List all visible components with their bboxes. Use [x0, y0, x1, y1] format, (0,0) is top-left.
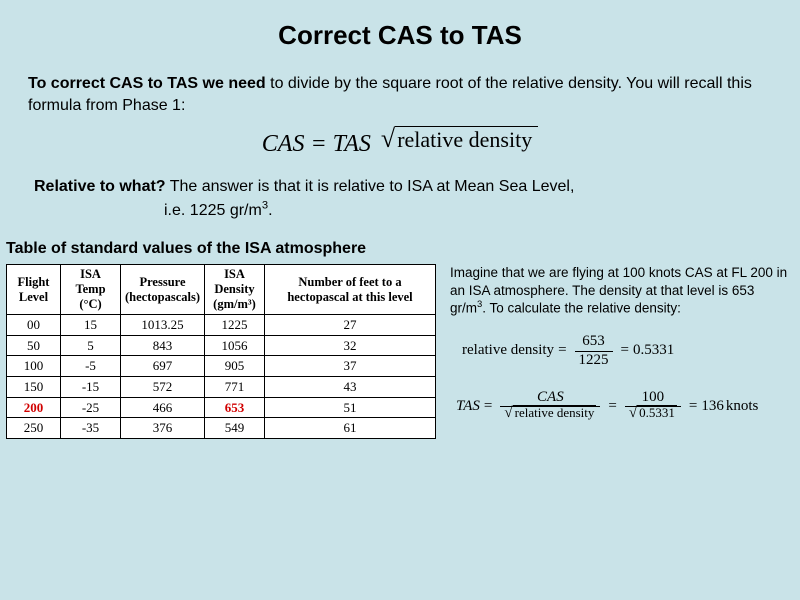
table-header: Number of feet to a hectopascal at this … — [264, 265, 435, 315]
table-row: 200-2546665351 — [7, 397, 436, 418]
table-cell: -25 — [61, 397, 121, 418]
eq-relative-density: relative density= 6531225 =0.5331 — [462, 333, 794, 369]
table-cell: 5 — [61, 335, 121, 356]
table-row: 505843105632 — [7, 335, 436, 356]
rel-line2: i.e. 1225 gr/m3. — [34, 202, 273, 219]
example-column: Imagine that we are flying at 100 knots … — [450, 264, 794, 428]
table-header: Flight Level — [7, 265, 61, 315]
formula-eq: = — [304, 131, 332, 157]
table-cell: 843 — [121, 335, 205, 356]
table-cell: 32 — [264, 335, 435, 356]
isa-table: Flight LevelISA Temp (°C)Pressure (hecto… — [6, 264, 436, 439]
table-cell: 15 — [61, 315, 121, 336]
table-cell: 100 — [7, 356, 61, 377]
main-formula: CAS = TAS √relative density — [0, 124, 800, 172]
table-row: 00151013.25122527 — [7, 315, 436, 336]
table-cell: 549 — [204, 418, 264, 439]
table-cell: 1056 — [204, 335, 264, 356]
table-cell: 150 — [7, 377, 61, 398]
table-cell: 466 — [121, 397, 205, 418]
table-cell: 50 — [7, 335, 61, 356]
table-cell: 697 — [121, 356, 205, 377]
sqrt-icon: √relative density — [381, 130, 538, 157]
table-cell: 200 — [7, 397, 61, 418]
table-caption: Table of standard values of the ISA atmo… — [0, 226, 800, 264]
table-row: 100-569790537 — [7, 356, 436, 377]
table-cell: 37 — [264, 356, 435, 377]
table-row: 250-3537654961 — [7, 418, 436, 439]
table-cell: 1225 — [204, 315, 264, 336]
table-header: ISA Density (gm/m³) — [204, 265, 264, 315]
table-cell: 51 — [264, 397, 435, 418]
table-cell: -15 — [61, 377, 121, 398]
example-text: Imagine that we are flying at 100 knots … — [450, 264, 794, 317]
relative-what: Relative to what? The answer is that it … — [0, 172, 800, 226]
table-cell: 43 — [264, 377, 435, 398]
intro-bold: To correct CAS to TAS we need — [28, 75, 266, 92]
table-cell: 00 — [7, 315, 61, 336]
eq-tas: TAS= CAS √relative density = 100 √0.5331… — [456, 389, 794, 425]
table-cell: 653 — [204, 397, 264, 418]
table-cell: 572 — [121, 377, 205, 398]
table-cell: 905 — [204, 356, 264, 377]
formula-lhs: CAS — [262, 131, 305, 157]
table-cell: 771 — [204, 377, 264, 398]
table-cell: 1013.25 — [121, 315, 205, 336]
table-header: ISA Temp (°C) — [61, 265, 121, 315]
table-row: 150-1557277143 — [7, 377, 436, 398]
rel-line1: The answer is that it is relative to ISA… — [166, 178, 575, 195]
intro-paragraph: To correct CAS to TAS we need to divide … — [0, 51, 800, 124]
page-title: Correct CAS to TAS — [0, 0, 800, 51]
table-cell: 27 — [264, 315, 435, 336]
table-header: Pressure (hectopascals) — [121, 265, 205, 315]
table-cell: 376 — [121, 418, 205, 439]
table-cell: -35 — [61, 418, 121, 439]
table-cell: 250 — [7, 418, 61, 439]
formula-tas: TAS — [333, 131, 371, 157]
table-cell: -5 — [61, 356, 121, 377]
formula-radicand: relative density — [395, 126, 538, 153]
table-cell: 61 — [264, 418, 435, 439]
rel-bold: Relative to what? — [34, 178, 166, 195]
